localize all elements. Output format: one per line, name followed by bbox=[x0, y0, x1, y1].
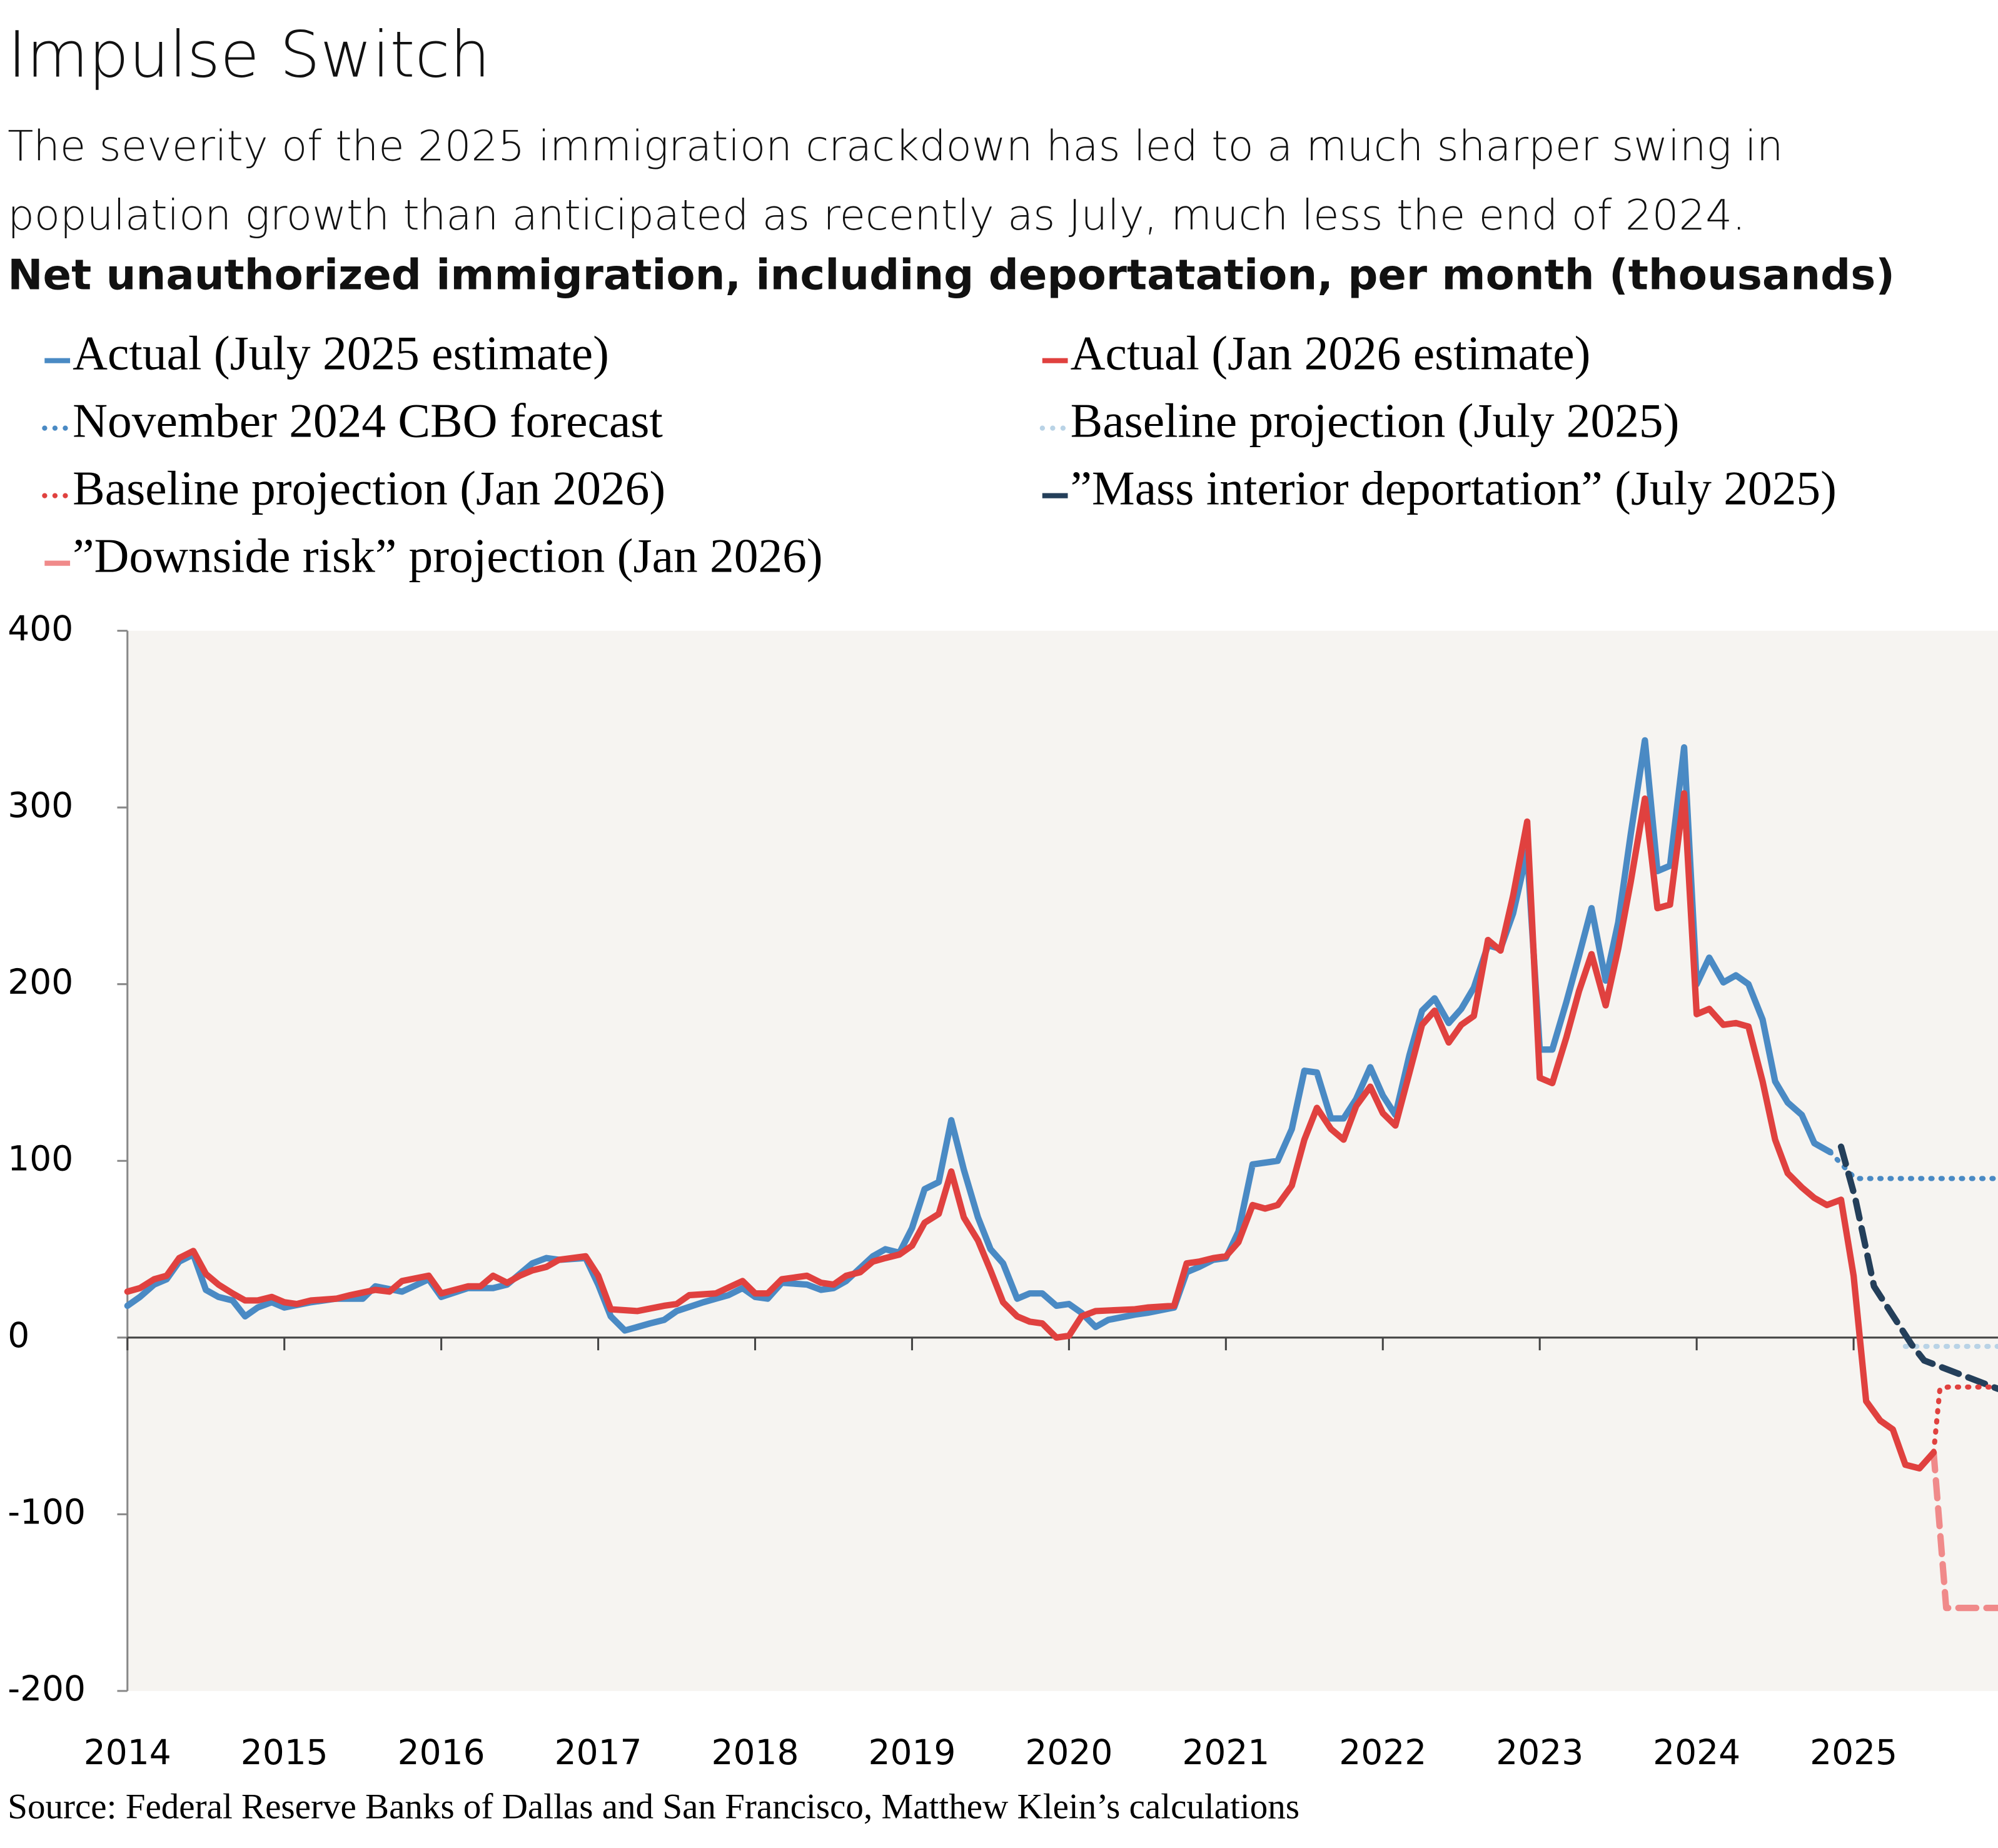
x-tick-label: 2017 bbox=[555, 1732, 642, 1772]
y-tick-label: 100 bbox=[8, 1138, 73, 1178]
legend-label: Baseline projection (July 2025) bbox=[1071, 393, 1680, 447]
legend-label: November 2024 CBO forecast bbox=[73, 393, 663, 447]
x-tick-label: 2018 bbox=[712, 1732, 799, 1772]
legend-label: Actual (July 2025 estimate) bbox=[73, 326, 609, 380]
chart-title: Impulse Switch bbox=[8, 18, 491, 92]
series-line bbox=[1930, 1449, 1998, 1612]
y-tick-label: 300 bbox=[8, 785, 73, 825]
legend-label: Baseline projection (Jan 2026) bbox=[73, 461, 665, 515]
x-tick-label: 2014 bbox=[84, 1732, 171, 1772]
x-tick-label: 2016 bbox=[398, 1732, 485, 1772]
x-tick-label: 2022 bbox=[1339, 1732, 1426, 1772]
source-note: Source: Federal Reserve Banks of Dallas … bbox=[8, 1787, 1299, 1827]
y-tick-label: 0 bbox=[8, 1315, 29, 1355]
y-tick-label: 200 bbox=[8, 962, 73, 1002]
plot-area bbox=[127, 630, 1998, 1691]
legend-label: Actual (Jan 2026 estimate) bbox=[1071, 326, 1591, 380]
x-tick-label: 2021 bbox=[1182, 1732, 1269, 1772]
x-tick-label: 2024 bbox=[1653, 1732, 1740, 1772]
x-tick-label: 2025 bbox=[1810, 1732, 1897, 1772]
x-tick-label: 2015 bbox=[241, 1732, 328, 1772]
chart-subtitle: The severity of the 2025 immigration cra… bbox=[8, 121, 1784, 240]
legend-label: ”Mass interior deportation” (July 2025) bbox=[1071, 461, 1837, 515]
y-axis-title: Net unauthorized immigration, including … bbox=[8, 250, 1895, 300]
x-tick-label: 2023 bbox=[1496, 1732, 1583, 1772]
legend-label: ”Downside risk” projection (Jan 2026) bbox=[73, 528, 823, 582]
x-tick-label: 2020 bbox=[1025, 1732, 1113, 1772]
series-line bbox=[1837, 1143, 1998, 1392]
series-line bbox=[1827, 1149, 1998, 1181]
y-tick-label: -200 bbox=[8, 1669, 86, 1709]
series-line bbox=[124, 790, 1937, 1472]
y-tick-label: 400 bbox=[8, 608, 73, 649]
series-line bbox=[1931, 1384, 1998, 1455]
y-tick-label: -100 bbox=[8, 1492, 86, 1532]
x-tick-label: 2019 bbox=[868, 1732, 956, 1772]
